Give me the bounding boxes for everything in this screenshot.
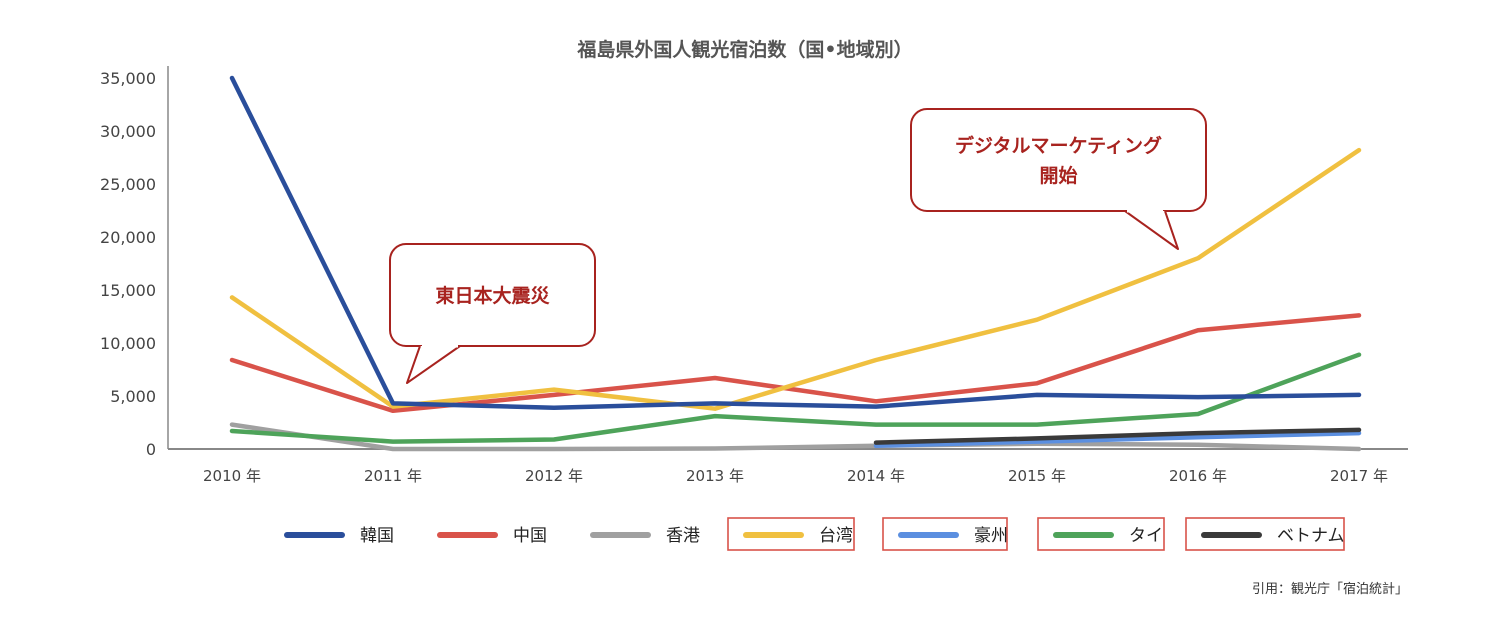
legend-label: 豪州 <box>974 525 1008 546</box>
callout-text: デジタルマーケティング <box>955 134 1162 157</box>
legend-label: 台湾 <box>819 526 853 546</box>
x-tick-label: 2014 年 <box>847 467 905 485</box>
callout-1: 東日本大震災 <box>389 243 596 384</box>
legend-item-7[interactable]: ベトナム <box>1185 517 1345 551</box>
legend-label: タイ <box>1129 526 1163 546</box>
x-tick-label: 2015 年 <box>1008 467 1066 485</box>
callout-box <box>910 108 1207 212</box>
callout-box <box>389 243 596 347</box>
legend-item-5[interactable]: 豪州 <box>882 517 1008 551</box>
series-lines <box>229 75 1362 452</box>
chart-title: 福島県外国人観光宿泊数（国•地域別） <box>576 38 912 61</box>
x-axis-ticks: 2010 年 2011 年 2012 年 2013 年 2014 年 2015 年 2016… <box>203 467 1388 485</box>
series-line-2 <box>229 313 1362 414</box>
x-tick-label: 2012 年 <box>525 467 583 485</box>
y-tick-label: 20,000 <box>100 228 156 247</box>
callout-text: 東日本大震災 <box>435 284 550 307</box>
y-axis-ticks: 0 5,000 10,000 15,000 20,000 25,000 30,000 35,0… <box>100 69 156 459</box>
legend-item-1[interactable]: 韓国 <box>284 526 394 546</box>
callout-pointer <box>406 345 461 384</box>
legend-label: 香港 <box>666 526 700 546</box>
series-line-7 <box>873 427 1362 445</box>
legend-item-4[interactable]: 台湾 <box>727 517 855 551</box>
axes <box>167 66 1408 450</box>
series-line-1 <box>229 75 1362 410</box>
series-line-6 <box>229 352 1362 444</box>
legend: 韓国 中国 香港 台湾 豪州 タイ ベトナム <box>284 517 1345 551</box>
series-line-3 <box>229 422 1362 452</box>
legend-item-3[interactable]: 香港 <box>590 526 700 546</box>
callout-text: 開始 <box>1039 164 1077 187</box>
legend-label: ベトナム <box>1277 526 1345 546</box>
legend-highlight-box <box>1037 517 1165 551</box>
source-note: 引用：観光庁「宿泊統計」 <box>1252 581 1408 597</box>
y-tick-label: 0 <box>146 440 156 459</box>
legend-label: 中国 <box>513 526 547 546</box>
y-tick-label: 15,000 <box>100 281 156 300</box>
legend-item-2[interactable]: 中国 <box>437 526 547 546</box>
x-tick-label: 2016 年 <box>1169 467 1227 485</box>
y-tick-label: 10,000 <box>100 334 156 353</box>
y-tick-label: 35,000 <box>100 69 156 88</box>
x-tick-label: 2011 年 <box>364 467 422 485</box>
y-tick-label: 25,000 <box>100 175 156 194</box>
x-tick-label: 2013 年 <box>686 467 744 485</box>
legend-highlight-box <box>1185 517 1345 551</box>
series-line-5 <box>873 430 1362 449</box>
x-tick-label: 2017 年 <box>1330 467 1388 485</box>
callout-pointer <box>1124 210 1179 250</box>
y-tick-label: 5,000 <box>110 387 156 406</box>
x-tick-label: 2010 年 <box>203 467 261 485</box>
legend-label: 韓国 <box>360 526 394 546</box>
legend-highlight-box <box>882 517 1008 551</box>
legend-item-6[interactable]: タイ <box>1037 517 1165 551</box>
y-tick-label: 30,000 <box>100 122 156 141</box>
legend-highlight-box <box>727 517 855 551</box>
